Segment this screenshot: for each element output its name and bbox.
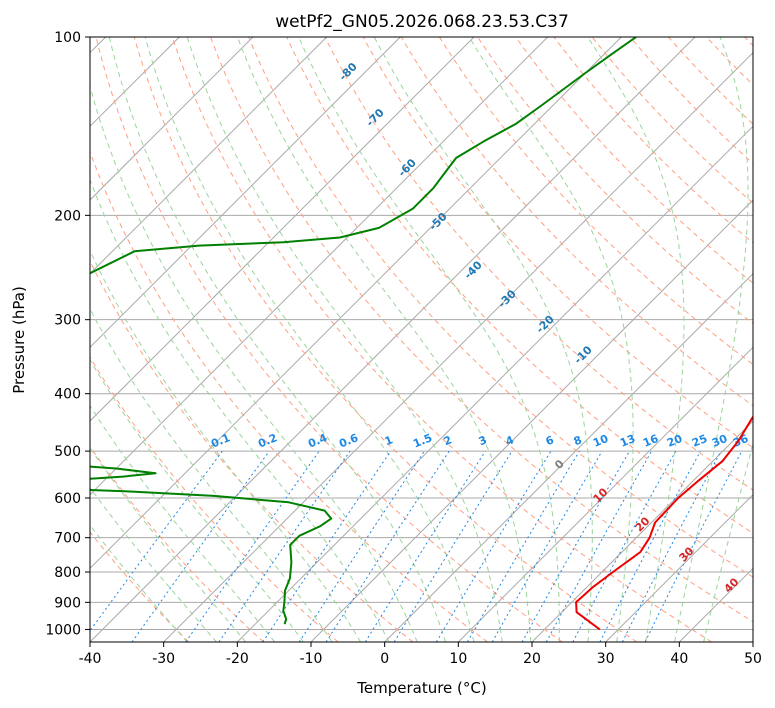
moist-adiabat-line — [90, 249, 362, 642]
y-tick-label: 100 — [54, 30, 81, 46]
isotherm-line — [236, 125, 753, 642]
mixing-ratio-line — [521, 450, 630, 642]
dry-adiabat-line — [515, 37, 753, 284]
isotherm-line — [90, 37, 696, 642]
mixing-ratio-line — [621, 450, 722, 642]
mixing-ratio-label: 3 — [477, 433, 489, 448]
mixing-ratio-label: 2 — [442, 433, 454, 448]
dry-adiabat-line — [248, 37, 753, 578]
moist-adiabat-line — [90, 84, 418, 642]
moist-adiabat-line — [90, 358, 304, 642]
mixing-ratio-label: 20 — [665, 432, 684, 450]
y-tick-label: 300 — [54, 313, 81, 329]
mixing-ratio-label: 8 — [572, 433, 584, 448]
moist-adiabat-line — [144, 37, 475, 642]
dry-adiabat-line — [210, 37, 753, 623]
y-tick-label: 900 — [54, 595, 81, 611]
isotherm-line — [90, 37, 622, 570]
x-tick-label: 30 — [597, 651, 615, 667]
dry-adiabat-line — [171, 37, 712, 642]
dry-adiabat-line — [95, 37, 563, 642]
y-tick-label: 200 — [54, 208, 81, 224]
mixing-ratio-label: 1 — [383, 433, 395, 448]
mixing-ratio-line — [393, 450, 513, 642]
x-axis: -40 -30 -20 -10 0 10 20 30 40 50 — [79, 642, 762, 667]
x-tick-label: -20 — [226, 651, 249, 667]
y-axis-label: Pressure (hPa) — [10, 286, 28, 394]
y-tick-label: 1000 — [45, 622, 81, 638]
dry-adiabat-line — [90, 445, 264, 642]
moist-adiabat-line — [90, 447, 247, 642]
x-tick-label: -30 — [152, 651, 175, 667]
isotherm-line — [163, 51, 753, 642]
mixing-ratio-line — [90, 450, 223, 632]
isotherm-line — [90, 37, 549, 496]
y-axis: 100 200 300 400 500 600 700 800 900 1000 — [45, 30, 90, 638]
moist-adiabat-line — [90, 486, 217, 642]
y-tick-label: 500 — [54, 444, 81, 460]
plot-area: -100-90-80-70-60-50-40-30-20-10010203040… — [90, 37, 753, 642]
mixing-ratio-line — [325, 450, 450, 642]
dry-adiabat-line — [400, 37, 753, 407]
isotherm-line — [457, 346, 753, 642]
moist-adiabat-line — [90, 404, 276, 642]
mixing-ratio-line — [298, 450, 425, 642]
mixing-ratio-line — [644, 450, 743, 642]
isotherm-line — [605, 493, 753, 642]
mixing-ratio-line — [545, 450, 653, 642]
y-tick-label: 600 — [54, 491, 81, 507]
moist-adiabat-line — [90, 524, 188, 642]
temperature-profile-line — [575, 415, 753, 631]
moist-adiabat-line — [298, 37, 560, 642]
mixing-ratio-line — [364, 450, 486, 642]
x-axis-label: Temperature (°C) — [356, 679, 486, 697]
x-tick-label: 10 — [449, 651, 467, 667]
x-tick-label: 40 — [670, 651, 688, 667]
dry-adiabat-line — [438, 37, 753, 366]
dewpoint-profile-line — [90, 37, 637, 625]
isotherm-line — [90, 37, 254, 201]
mixing-ratio-line — [131, 450, 270, 642]
moist-adiabat-line — [186, 37, 503, 642]
mixing-ratio-label: 16 — [641, 432, 660, 450]
mixing-ratio-line — [185, 450, 320, 642]
isotherm-line — [531, 420, 753, 642]
isotherm-line — [90, 37, 328, 275]
dry-adiabat-line — [286, 37, 753, 534]
x-tick-label: 0 — [380, 651, 389, 667]
isotherm-line — [90, 37, 401, 349]
x-tick-label: 20 — [523, 651, 541, 667]
moist-adiabat-line — [587, 37, 685, 642]
dry-adiabat-line — [133, 37, 638, 642]
moist-adiabat-line — [373, 37, 593, 642]
mixing-ratio-label: 25 — [690, 432, 709, 450]
y-tick-label: 400 — [54, 387, 81, 403]
mixing-ratio-label: 13 — [618, 432, 637, 450]
x-tick-label: -40 — [79, 651, 102, 667]
y-tick-label: 800 — [54, 565, 81, 581]
mixing-ratio-line — [599, 450, 701, 642]
mixing-ratio-label: 10 — [591, 432, 610, 450]
plot-frame — [89, 36, 754, 643]
dry-adiabat-line — [90, 531, 190, 642]
dry-adiabat-line — [90, 150, 488, 642]
y-tick-label: 700 — [54, 531, 81, 547]
moist-adiabat-line — [237, 37, 532, 642]
isotherm-line — [384, 272, 753, 642]
x-tick-label: -10 — [300, 651, 323, 667]
x-tick-label: 50 — [744, 651, 762, 667]
mixing-ratio-line — [491, 450, 603, 642]
mixing-ratio-label: 30 — [710, 432, 729, 450]
chart-title: wetPf2_GN05.2026.068.23.53.C37 — [275, 12, 569, 32]
moist-adiabat-line — [90, 178, 390, 642]
moist-adiabat-line — [108, 37, 447, 642]
mixing-ratio-line — [435, 450, 552, 642]
mixing-ratio-line — [467, 450, 580, 642]
